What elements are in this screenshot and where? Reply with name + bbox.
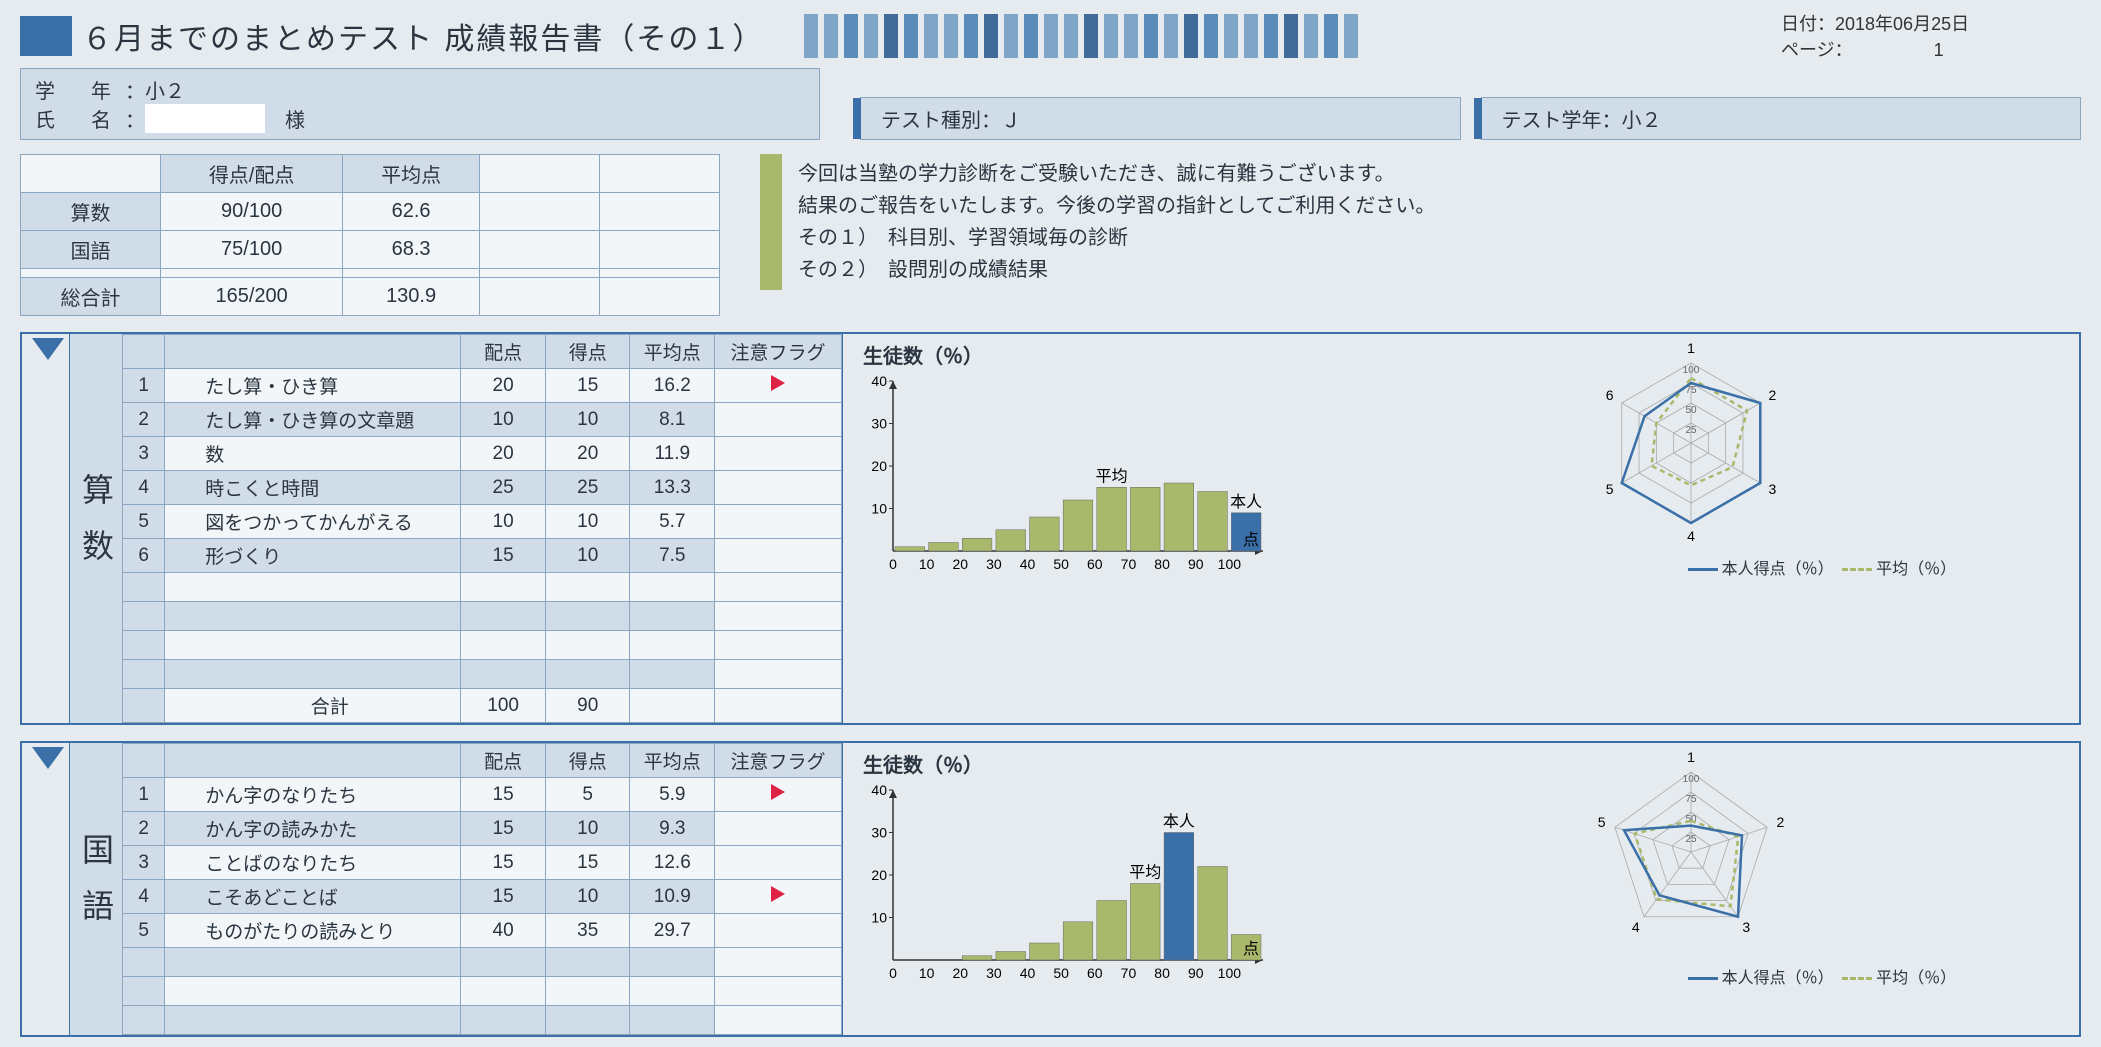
svg-text:1: 1 — [1687, 749, 1695, 765]
summary-table: 得点/配点平均点 算数90/10062.6国語75/10068.3 総合計165… — [20, 154, 720, 316]
subject-label-math: 算数 — [73, 473, 119, 585]
header-stripes — [804, 14, 1751, 58]
svg-text:平均: 平均 — [1129, 864, 1161, 882]
expand-icon — [32, 747, 64, 769]
svg-text:100: 100 — [1218, 556, 1242, 572]
lang-bar-chart: 403020100102030405060708090100平均本人点 — [853, 780, 1273, 990]
svg-text:20: 20 — [871, 458, 887, 474]
svg-text:点: 点 — [1243, 531, 1259, 549]
svg-text:1: 1 — [1687, 340, 1695, 356]
svg-text:60: 60 — [1087, 556, 1103, 572]
expand-icon — [32, 338, 64, 360]
header-meta: 日付：2018年06月25日 ページ： 1 — [1781, 10, 2081, 62]
svg-text:10: 10 — [919, 965, 935, 981]
svg-text:3: 3 — [1742, 919, 1750, 935]
svg-text:5: 5 — [1597, 814, 1605, 830]
svg-text:40: 40 — [1020, 965, 1036, 981]
svg-text:80: 80 — [1154, 556, 1170, 572]
svg-text:30: 30 — [986, 556, 1002, 572]
section-lang: 国語 配点得点平均点注意フラグ1かん字のなりたち 1555.9 2かん字の読みか… — [20, 741, 2081, 1037]
svg-text:40: 40 — [1020, 556, 1036, 572]
svg-text:40: 40 — [871, 782, 887, 798]
svg-text:30: 30 — [871, 825, 887, 841]
svg-text:50: 50 — [1053, 556, 1069, 572]
svg-text:4: 4 — [1687, 528, 1695, 544]
lang-radar-chart: 10075502512345 — [1571, 747, 1811, 957]
student-box: 学 年：小２ 氏 名： 様 — [20, 68, 820, 140]
header-block — [20, 16, 72, 56]
svg-text:100: 100 — [1218, 965, 1242, 981]
svg-text:30: 30 — [986, 965, 1002, 981]
svg-text:本人: 本人 — [1163, 813, 1195, 831]
svg-text:6: 6 — [1605, 387, 1613, 403]
chart-title: 生徒数（％） — [863, 749, 1551, 778]
svg-text:10: 10 — [871, 501, 887, 517]
chart-title: 生徒数（％） — [863, 340, 1551, 369]
test-grade: テスト学年：小２ — [1481, 97, 2082, 140]
svg-text:20: 20 — [952, 556, 968, 572]
radar-legend: 本人得点（％） 平均（％） — [1571, 964, 2069, 988]
section-math: 算数 配点得点平均点注意フラグ1たし算・ひき算 201516.2 2たし算・ひき… — [20, 332, 2081, 725]
svg-text:30: 30 — [871, 416, 887, 432]
message-box: 今回は当塾の学力診断をご受験いただき、誠に有難うございます。 結果のご報告をいた… — [760, 154, 2081, 290]
svg-text:点: 点 — [1243, 940, 1259, 958]
svg-text:70: 70 — [1121, 965, 1137, 981]
svg-text:0: 0 — [889, 556, 897, 572]
svg-text:2: 2 — [1776, 814, 1784, 830]
svg-text:0: 0 — [889, 965, 897, 981]
svg-text:40: 40 — [871, 373, 887, 389]
svg-text:3: 3 — [1768, 481, 1776, 497]
math-bar-chart: 403020100102030405060708090100平均本人点 — [853, 371, 1273, 581]
svg-text:20: 20 — [871, 867, 887, 883]
math-radar-chart: 100755025123456 — [1571, 338, 1811, 548]
subject-label-lang: 国語 — [73, 833, 119, 945]
test-type: テスト種別：Ｊ — [860, 97, 1461, 140]
svg-text:60: 60 — [1087, 965, 1103, 981]
svg-text:80: 80 — [1154, 965, 1170, 981]
svg-text:2: 2 — [1768, 387, 1776, 403]
svg-text:10: 10 — [871, 910, 887, 926]
page-title: ６月までのまとめテスト 成績報告書（その１） — [82, 14, 764, 58]
svg-text:50: 50 — [1053, 965, 1069, 981]
svg-text:20: 20 — [952, 965, 968, 981]
svg-text:10: 10 — [919, 556, 935, 572]
svg-text:平均: 平均 — [1096, 467, 1128, 485]
svg-text:90: 90 — [1188, 556, 1204, 572]
svg-text:本人: 本人 — [1230, 493, 1262, 511]
svg-text:5: 5 — [1605, 481, 1613, 497]
svg-text:70: 70 — [1121, 556, 1137, 572]
svg-text:90: 90 — [1188, 965, 1204, 981]
svg-text:4: 4 — [1632, 919, 1640, 935]
radar-legend: 本人得点（％） 平均（％） — [1571, 555, 2069, 579]
